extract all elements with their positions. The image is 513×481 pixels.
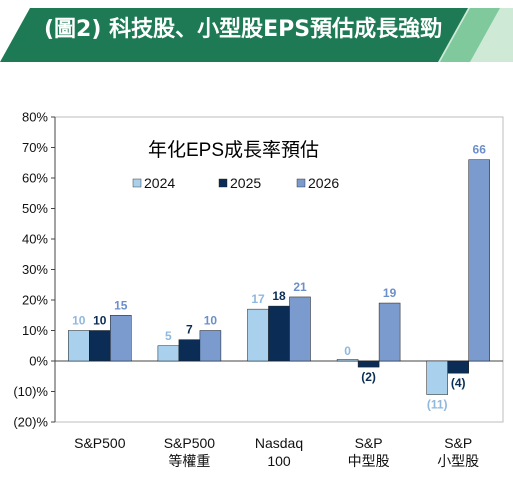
category-label: S&P (355, 435, 383, 451)
bar-2026 (378, 302, 401, 362)
data-label-2024: (11) (427, 398, 448, 412)
bar-2024 (157, 345, 180, 362)
data-label-2026: 19 (383, 286, 397, 300)
bar-2025 (357, 360, 380, 368)
bar-2026 (110, 315, 132, 362)
data-label-2026: 66 (473, 143, 487, 157)
legend-swatch-2025 (218, 178, 228, 188)
y-tick-label: 50% (22, 201, 48, 216)
bar-2024 (247, 308, 269, 362)
bar-2025 (447, 360, 469, 374)
data-label-2025: 10 (93, 314, 107, 328)
data-label-2026: 15 (114, 298, 128, 312)
data-label-2025: (2) (361, 370, 376, 384)
y-tick-label: 20% (22, 293, 48, 308)
data-label-2025: 7 (186, 323, 193, 337)
bar-2024 (336, 359, 359, 362)
category-label: 中型股 (348, 453, 390, 469)
bar-2026 (289, 296, 311, 362)
category-label: 等權重 (168, 453, 210, 469)
banner-background (0, 8, 468, 62)
data-label-2024: 17 (251, 292, 265, 306)
category-label: S&P500 (74, 435, 126, 451)
y-tick-label: 40% (22, 232, 48, 247)
banner-accent-mid (440, 8, 500, 62)
chart-title: 年化EPS成長率預估 (148, 139, 319, 161)
legend-label-2026: 2026 (308, 175, 339, 191)
data-label-2024: 10 (72, 314, 86, 328)
data-labels: 10 10 15 5 7 10 17 18 21 0 (2) 19 (11)(4) 66 (72, 143, 486, 412)
y-tick-label: 60% (22, 171, 48, 186)
y-tick-label: 30% (22, 262, 48, 277)
y-tick-label: 70% (22, 140, 48, 155)
category-labels: S&P500 S&P500 等權重 Nasdaq 100 S&P 中型股 S&P 小型股 (74, 435, 479, 469)
legend: 2024 2025 2026 (132, 175, 339, 191)
bar-2026 (468, 159, 490, 362)
bar-chart: (20)%(10)%0%10%20%30%40%50%60%70%80% 10 1… (13, 110, 504, 469)
data-label-2025: (4) (451, 376, 466, 390)
category-label: S&P (444, 435, 472, 451)
legend-swatch-2026 (296, 178, 306, 188)
data-label-2024: 5 (165, 329, 172, 343)
bar-2025 (178, 339, 201, 362)
bar-2025 (268, 305, 290, 362)
y-tick-label: (10)% (13, 384, 48, 399)
category-label: S&P500 (164, 435, 216, 451)
bar-2025 (89, 330, 111, 362)
data-label-2026: 10 (204, 314, 218, 328)
bar-2024 (68, 330, 90, 362)
legend-label-2024: 2024 (144, 175, 175, 191)
y-tick-label: 80% (22, 110, 48, 125)
data-label-2026: 21 (293, 280, 307, 294)
header-banner (0, 8, 513, 62)
category-label: 100 (267, 453, 291, 469)
y-tick-label: 0% (29, 354, 48, 369)
category-label: 小型股 (437, 453, 479, 469)
y-tick-label: (20)% (13, 415, 48, 430)
legend-label-2025: 2025 (230, 175, 261, 191)
bar-2024 (426, 360, 448, 395)
data-label-2024: 0 (344, 344, 351, 358)
category-label: Nasdaq (255, 435, 303, 451)
data-label-2025: 18 (272, 289, 286, 303)
bars (68, 159, 490, 395)
banner-title: (圖2) 科技股、小型股EPS預估成長強勁 (44, 17, 443, 42)
bar-2026 (199, 330, 222, 362)
y-tick-label: 10% (22, 323, 48, 338)
legend-swatch-2024 (132, 178, 142, 188)
